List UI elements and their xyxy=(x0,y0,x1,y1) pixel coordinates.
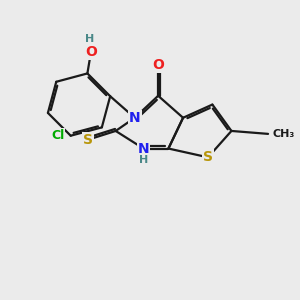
Text: O: O xyxy=(85,45,97,59)
Text: Cl: Cl xyxy=(51,129,64,142)
Text: S: S xyxy=(83,133,93,147)
Text: H: H xyxy=(139,155,148,165)
Text: H: H xyxy=(85,34,94,44)
Text: N: N xyxy=(138,142,149,155)
Text: N: N xyxy=(129,111,140,125)
Text: O: O xyxy=(152,58,164,72)
Text: CH₃: CH₃ xyxy=(272,129,295,139)
Text: S: S xyxy=(203,150,213,164)
